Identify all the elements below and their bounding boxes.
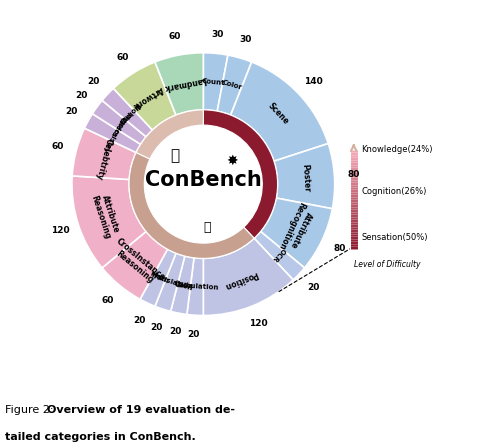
- Text: Scene: Scene: [266, 101, 290, 126]
- Text: Count: Count: [201, 78, 225, 86]
- Text: 120: 120: [249, 319, 268, 328]
- Text: Knowledge(24%): Knowledge(24%): [362, 145, 433, 155]
- Text: 20: 20: [75, 91, 88, 100]
- Wedge shape: [231, 62, 328, 161]
- Text: 20: 20: [88, 77, 100, 86]
- Wedge shape: [114, 62, 176, 130]
- Text: 60: 60: [51, 142, 64, 151]
- Text: 80: 80: [347, 170, 360, 179]
- Text: 60: 60: [117, 52, 129, 62]
- Wedge shape: [140, 249, 176, 306]
- Text: 🧠: 🧠: [203, 221, 211, 234]
- Text: 20: 20: [65, 107, 78, 116]
- Wedge shape: [203, 53, 228, 111]
- Text: Chemistry: Chemistry: [101, 115, 125, 154]
- Wedge shape: [274, 143, 335, 209]
- Text: 120: 120: [51, 226, 70, 235]
- Text: Color: Color: [221, 80, 243, 91]
- Wedge shape: [187, 258, 203, 315]
- Wedge shape: [85, 114, 140, 152]
- Text: Biology: Biology: [116, 101, 140, 126]
- Wedge shape: [217, 55, 251, 115]
- Wedge shape: [254, 232, 305, 280]
- Wedge shape: [155, 53, 203, 115]
- Wedge shape: [136, 110, 203, 159]
- Wedge shape: [72, 176, 146, 268]
- Wedge shape: [93, 100, 146, 144]
- Text: Celebtrity: Celebtrity: [94, 137, 114, 181]
- Wedge shape: [155, 253, 185, 311]
- Text: Poster: Poster: [300, 163, 311, 192]
- Text: 20: 20: [169, 327, 181, 336]
- Wedge shape: [102, 88, 152, 137]
- Text: tailed categories in ConBench.: tailed categories in ConBench.: [5, 432, 196, 442]
- Text: 20: 20: [150, 323, 163, 332]
- Text: 30: 30: [211, 30, 224, 39]
- Text: Attribute
Recognition: Attribute Recognition: [276, 200, 316, 255]
- Text: Position: Position: [223, 269, 259, 290]
- Text: Artwork: Artwork: [131, 84, 165, 110]
- Text: Landmark: Landmark: [162, 75, 206, 91]
- Wedge shape: [72, 128, 136, 180]
- Text: 30: 30: [239, 35, 251, 44]
- Text: Translation: Translation: [149, 272, 194, 292]
- Text: Math: Math: [149, 270, 170, 284]
- Text: Level of Difficulty: Level of Difficulty: [354, 259, 420, 269]
- Text: Attribute
Reasoning: Attribute Reasoning: [89, 191, 122, 241]
- Text: Figure 2:: Figure 2:: [5, 405, 53, 415]
- Text: Calculation: Calculation: [175, 282, 219, 291]
- Text: 20: 20: [188, 330, 200, 339]
- Text: 80: 80: [333, 244, 346, 253]
- Text: OCR: OCR: [270, 246, 286, 263]
- Text: CrossInstance
Reasoning: CrossInstance Reasoning: [108, 237, 167, 290]
- Wedge shape: [203, 110, 277, 238]
- Text: 📚: 📚: [170, 148, 179, 163]
- Text: 20: 20: [133, 316, 145, 325]
- Text: 140: 140: [304, 77, 322, 86]
- Text: Cognition(26%): Cognition(26%): [362, 187, 427, 196]
- Text: Sensation(50%): Sensation(50%): [362, 233, 428, 242]
- Text: Code: Code: [174, 280, 194, 290]
- Wedge shape: [171, 256, 194, 314]
- Text: ConBench: ConBench: [145, 170, 261, 190]
- Wedge shape: [203, 238, 293, 315]
- Text: Overview of 19 evaluation de-: Overview of 19 evaluation de-: [47, 405, 236, 415]
- Text: Physics: Physics: [109, 110, 131, 138]
- Text: ✸: ✸: [226, 154, 238, 168]
- Wedge shape: [102, 232, 167, 299]
- Wedge shape: [129, 152, 254, 258]
- Text: 20: 20: [307, 283, 319, 292]
- Text: 60: 60: [101, 296, 114, 305]
- Wedge shape: [260, 198, 332, 268]
- Text: 60: 60: [169, 32, 181, 41]
